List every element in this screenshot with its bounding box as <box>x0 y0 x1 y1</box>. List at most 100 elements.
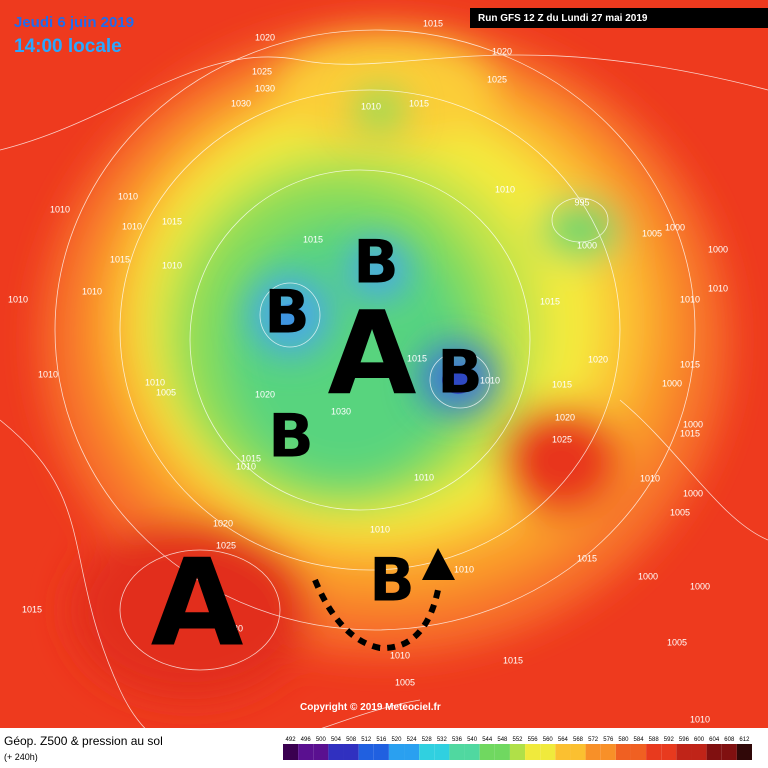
pressure-label: 1015 <box>423 18 443 28</box>
pressure-label: 1005 <box>670 507 690 517</box>
pressure-label: 1015 <box>303 234 323 244</box>
pressure-label: 1010 <box>361 101 381 111</box>
scale-swatch <box>540 744 556 760</box>
scale-swatch <box>373 744 389 760</box>
scale-label: 588 <box>649 737 660 743</box>
pressure-label: 1015 <box>577 553 597 563</box>
scale-label: 560 <box>543 737 554 743</box>
pressure-label: 1010 <box>370 524 390 534</box>
pressure-label: 995 <box>574 197 589 207</box>
scale-label: 508 <box>346 737 357 743</box>
pressure-label: 1025 <box>252 66 272 76</box>
scale-label: 492 <box>286 737 297 743</box>
pressure-label: 1000 <box>708 244 728 254</box>
local-time: 14:00 locale <box>14 36 122 57</box>
scale-label: 600 <box>694 737 705 743</box>
run-info: Run GFS 12 Z du Lundi 27 mai 2019 <box>478 13 648 24</box>
scale-label: 516 <box>376 737 387 743</box>
scale-label: 536 <box>452 737 463 743</box>
scale-swatch <box>661 744 677 760</box>
pressure-label: 1015 <box>680 359 700 369</box>
pressure-label: 1015 <box>22 604 42 614</box>
pressure-label: 1010 <box>162 260 182 270</box>
pressure-system: A <box>327 288 416 422</box>
scale-swatch <box>388 744 405 760</box>
pressure-label: 1010 <box>680 294 700 304</box>
scale-swatch <box>509 744 526 760</box>
pressure-label: 1015 <box>552 379 572 389</box>
pressure-label: 1000 <box>662 378 682 388</box>
scale-swatch <box>600 744 616 760</box>
scale-label: 568 <box>573 737 584 743</box>
scale-swatch <box>449 744 465 760</box>
pressure-label: 1000 <box>665 222 685 232</box>
run-banner <box>470 8 768 28</box>
scale-label: 552 <box>512 737 523 743</box>
pressure-label: 1015 <box>162 216 182 226</box>
pressure-label: 1010 <box>640 473 660 483</box>
pressure-label: 1005 <box>667 637 687 647</box>
isobars <box>0 29 768 756</box>
scale-label: 604 <box>709 737 720 743</box>
pressure-label: 1010 <box>690 714 710 724</box>
pressure-label: 1020 <box>255 389 275 399</box>
pressure-label: 1025 <box>487 74 507 84</box>
scale-swatch <box>313 744 329 760</box>
triangle-symbol <box>422 548 455 580</box>
pressure-label: 1025 <box>552 434 572 444</box>
trough-line <box>312 578 441 652</box>
scale-swatch <box>676 744 692 760</box>
pressure-label: 1030 <box>223 623 243 633</box>
scale-label: 528 <box>422 737 433 743</box>
pressure-label: 1010 <box>414 472 434 482</box>
pressure-label: 1010 <box>145 377 165 387</box>
scale-label: 496 <box>301 737 312 743</box>
scale-swatch <box>706 744 722 760</box>
scale-label: 548 <box>497 737 508 743</box>
pressure-label: 1000 <box>683 419 703 429</box>
pressure-label: 1030 <box>255 83 275 93</box>
pressure-label: 1010 <box>8 294 28 304</box>
pressure-label: 1015 <box>110 254 130 264</box>
scale-swatch <box>283 744 299 760</box>
scale-label: 592 <box>664 737 675 743</box>
scale-label: 520 <box>391 737 402 743</box>
pressure-label: 1000 <box>683 488 703 498</box>
scale-swatch <box>464 744 480 760</box>
pressure-label: 1020 <box>588 354 608 364</box>
scale-swatch <box>630 744 647 760</box>
field-title: Géop. Z500 & pression au sol <box>4 734 163 748</box>
scale-swatch <box>298 744 314 760</box>
scale-label: 532 <box>437 737 448 743</box>
date: Jeudi 6 juin 2019 <box>14 14 134 31</box>
scale-swatch <box>328 744 344 760</box>
pressure-label: 1010 <box>82 286 102 296</box>
scale-label: 564 <box>558 737 569 743</box>
scale-swatch <box>736 744 752 760</box>
z500-field <box>0 0 768 728</box>
pressure-label: 1000 <box>638 571 658 581</box>
scale-label: 572 <box>588 737 599 743</box>
pressure-label: 1010 <box>708 283 728 293</box>
scale-swatch <box>646 744 662 760</box>
scale-label: 540 <box>467 737 478 743</box>
scale-swatch <box>721 744 737 760</box>
pressure-label: 1010 <box>480 375 500 385</box>
scale-label: 544 <box>482 737 493 743</box>
pressure-label: 1015 <box>409 98 429 108</box>
pressure-label: 1005 <box>395 677 415 687</box>
pressure-system: B <box>353 228 399 298</box>
pressure-label: 1030 <box>231 98 251 108</box>
pressure-label: 1010 <box>118 191 138 201</box>
pressure-label: 1015 <box>503 655 523 665</box>
pressure-label: 1010 <box>495 184 515 194</box>
pressure-label: 1020 <box>213 518 233 528</box>
pressure-system: B <box>264 278 310 348</box>
pressure-label: 1020 <box>555 412 575 422</box>
scale-label: 500 <box>316 737 327 743</box>
scale-swatch <box>525 744 541 760</box>
pressure-system: B <box>268 402 314 472</box>
scale-swatch <box>404 744 420 760</box>
pressure-label: 1010 <box>50 204 70 214</box>
pressure-label: 1020 <box>255 32 275 42</box>
